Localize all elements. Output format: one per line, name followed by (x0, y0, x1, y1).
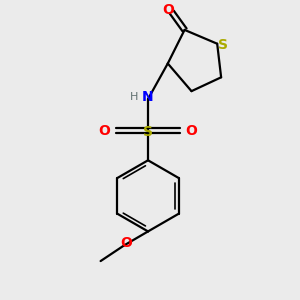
Text: O: O (120, 236, 132, 250)
Text: O: O (162, 3, 174, 17)
Text: O: O (99, 124, 110, 138)
Text: N: N (142, 90, 154, 104)
Text: O: O (186, 124, 197, 138)
Text: H: H (130, 92, 138, 102)
Text: S: S (143, 124, 153, 139)
Text: S: S (218, 38, 228, 52)
